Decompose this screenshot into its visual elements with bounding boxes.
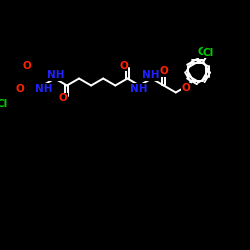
Text: Cl: Cl xyxy=(0,99,8,109)
Text: O: O xyxy=(182,83,190,93)
Text: Cl: Cl xyxy=(197,48,208,58)
Text: O: O xyxy=(16,84,24,94)
Text: NH: NH xyxy=(142,70,159,80)
Text: O: O xyxy=(119,61,128,71)
Text: NH: NH xyxy=(130,84,147,94)
Text: O: O xyxy=(22,61,31,71)
Text: O: O xyxy=(159,66,168,76)
Text: Cl: Cl xyxy=(203,48,214,58)
Text: O: O xyxy=(59,93,68,103)
Text: NH: NH xyxy=(47,70,64,80)
Text: NH: NH xyxy=(35,84,52,94)
